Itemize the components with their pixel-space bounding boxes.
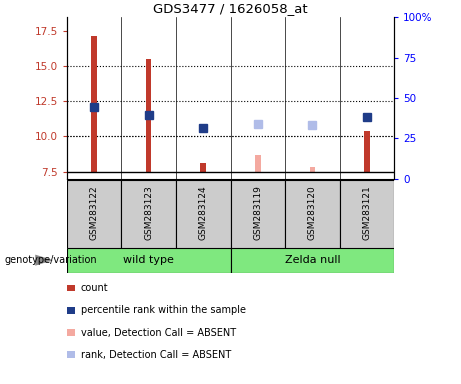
Bar bbox=[176, 180, 230, 248]
Text: GSM283121: GSM283121 bbox=[362, 185, 372, 240]
Bar bbox=[230, 180, 285, 248]
Bar bbox=[340, 180, 394, 248]
Bar bbox=[91, 35, 97, 172]
Text: count: count bbox=[81, 283, 108, 293]
Bar bbox=[67, 248, 230, 273]
Text: GSM283120: GSM283120 bbox=[308, 185, 317, 240]
Title: GDS3477 / 1626058_at: GDS3477 / 1626058_at bbox=[153, 2, 308, 15]
Bar bbox=[310, 167, 315, 172]
Bar bbox=[230, 248, 394, 273]
Text: genotype/variation: genotype/variation bbox=[5, 255, 97, 265]
Text: value, Detection Call = ABSENT: value, Detection Call = ABSENT bbox=[81, 328, 236, 338]
Bar bbox=[364, 131, 370, 172]
Text: Zelda null: Zelda null bbox=[284, 255, 340, 265]
Text: rank, Detection Call = ABSENT: rank, Detection Call = ABSENT bbox=[81, 350, 231, 360]
Text: GSM283119: GSM283119 bbox=[253, 185, 262, 240]
Bar bbox=[67, 180, 121, 248]
Bar bbox=[121, 180, 176, 248]
Text: wild type: wild type bbox=[123, 255, 174, 265]
Bar bbox=[255, 155, 260, 172]
Bar bbox=[201, 163, 206, 172]
Text: GSM283123: GSM283123 bbox=[144, 185, 153, 240]
Text: percentile rank within the sample: percentile rank within the sample bbox=[81, 305, 246, 315]
Text: GSM283124: GSM283124 bbox=[199, 185, 208, 240]
Bar bbox=[146, 60, 151, 172]
Bar bbox=[285, 180, 340, 248]
Text: GSM283122: GSM283122 bbox=[89, 185, 99, 240]
Polygon shape bbox=[35, 255, 53, 266]
